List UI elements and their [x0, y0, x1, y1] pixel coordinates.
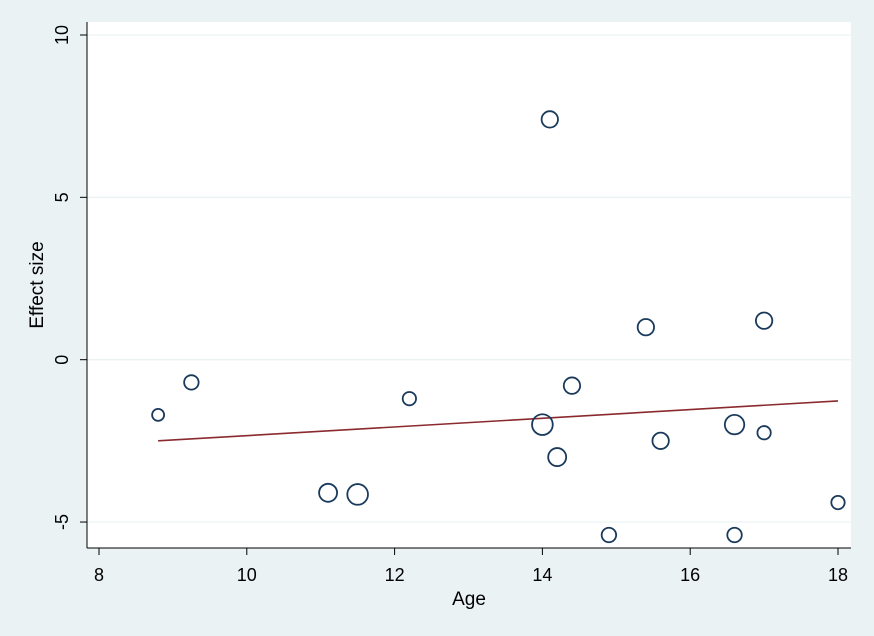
data-point-4 — [401, 391, 417, 407]
axes: -5 0 5 10 8 10 12 14 16 18 — [52, 22, 851, 585]
y-tick-label-3: 10 — [52, 25, 72, 45]
data-point-14 — [755, 311, 774, 330]
data-point-0 — [151, 407, 166, 422]
data-point-13 — [726, 526, 743, 544]
x-tick-label-2: 12 — [385, 565, 405, 585]
data-point-6 — [540, 110, 559, 129]
data-point-1 — [183, 374, 200, 391]
x-tick-label-1: 10 — [237, 565, 257, 585]
x-tick-label-3: 14 — [532, 565, 552, 585]
grid-lines — [87, 34, 851, 523]
x-tick-label-5: 18 — [828, 565, 848, 585]
data-point-5 — [531, 413, 554, 436]
data-point-10 — [636, 318, 655, 337]
data-point-3 — [346, 483, 369, 506]
y-axis-title: Effect size — [27, 241, 48, 328]
points-layer — [151, 110, 846, 544]
data-point-9 — [600, 526, 618, 544]
data-point-7 — [547, 447, 568, 467]
y-tick-label-1: 0 — [52, 355, 72, 365]
y-tick-label-2: 5 — [52, 192, 72, 202]
data-point-15 — [756, 425, 772, 441]
data-point-12 — [723, 414, 746, 436]
fit-line — [158, 400, 839, 442]
x-tick-label-0: 8 — [94, 565, 104, 585]
y-tick-label-0: -5 — [52, 514, 72, 530]
data-point-16 — [830, 494, 846, 511]
fit-line-layer — [158, 400, 839, 442]
plot-area — [87, 22, 851, 548]
data-point-2 — [318, 482, 338, 503]
data-point-8 — [562, 376, 582, 395]
x-axis-title: Age — [452, 589, 486, 610]
data-point-11 — [651, 431, 670, 450]
x-tick-label-4: 16 — [680, 565, 700, 585]
